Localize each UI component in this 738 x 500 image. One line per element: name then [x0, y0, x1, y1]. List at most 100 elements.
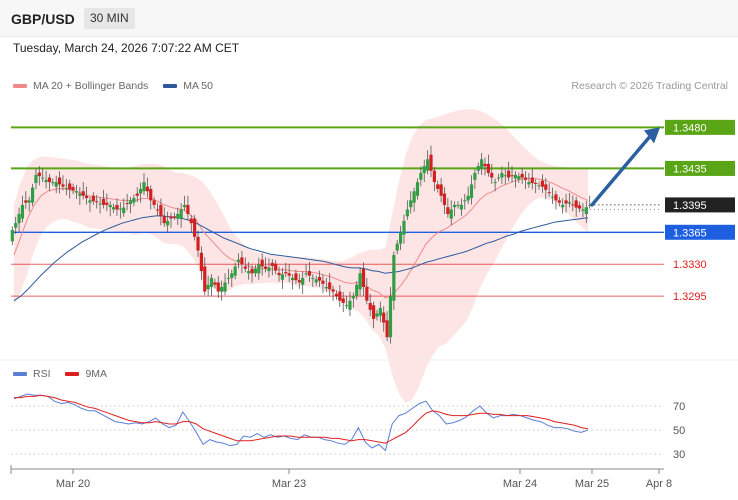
- candle: [145, 177, 149, 198]
- candle: [233, 262, 237, 280]
- candle: [453, 201, 457, 217]
- candle: [206, 275, 210, 296]
- candle: [78, 187, 82, 205]
- projection-arrow-line: [590, 134, 652, 207]
- candle: [112, 203, 116, 214]
- candle: [20, 195, 25, 223]
- candle: [297, 273, 301, 289]
- candle: [189, 214, 193, 233]
- candle: [88, 196, 92, 212]
- candle: [385, 311, 389, 341]
- candle: [220, 280, 224, 301]
- candle: [520, 167, 524, 184]
- candle: [27, 196, 31, 212]
- candle: [284, 262, 288, 277]
- candle: [547, 183, 551, 197]
- candle: [10, 226, 14, 246]
- candle: [101, 189, 106, 209]
- candle: [439, 178, 443, 203]
- candle: [314, 275, 318, 287]
- timeframe-button[interactable]: 30 MIN: [84, 8, 135, 29]
- candle: [186, 195, 190, 221]
- candle: [199, 246, 203, 281]
- candle: [44, 170, 48, 189]
- level-label-0: 1.3480: [673, 122, 707, 134]
- candle: [571, 195, 575, 212]
- rsi-tick-0: 70: [673, 401, 685, 413]
- candle: [584, 200, 588, 224]
- candle: [550, 187, 555, 204]
- candle: [436, 180, 440, 193]
- datetime-label: Tuesday, March 24, 2026 7:07:22 AM CET: [13, 41, 240, 55]
- candle: [274, 260, 278, 275]
- candle: [328, 273, 332, 296]
- rsi-panel: 70 50 30: [0, 359, 738, 461]
- candle: [263, 257, 268, 273]
- candle: [523, 171, 528, 189]
- candle: [250, 265, 254, 283]
- candle: [223, 273, 227, 296]
- candle: [388, 287, 393, 344]
- candle: [473, 169, 477, 189]
- candle: [240, 250, 244, 274]
- candle: [530, 168, 534, 190]
- candle: [355, 281, 359, 300]
- candle: [415, 178, 420, 200]
- candle: [277, 266, 281, 282]
- candle: [405, 200, 409, 220]
- legend-label-9ma: 9MA: [85, 368, 108, 380]
- x-tick-label-0: Mar 20: [56, 478, 90, 490]
- candle: [179, 203, 183, 228]
- candle: [321, 274, 325, 293]
- candle: [294, 269, 298, 284]
- candle: [442, 187, 447, 215]
- x-tick-label-4: Apr 8: [646, 478, 672, 490]
- main-legend: MA 20 + Bollinger Bands MA 50: [13, 80, 213, 92]
- candle: [155, 203, 160, 216]
- ma50-swatch: [163, 84, 178, 89]
- candle: [419, 166, 423, 187]
- candle: [196, 230, 200, 257]
- candle: [41, 168, 45, 183]
- candles-layer: [10, 145, 592, 344]
- candle: [203, 257, 207, 296]
- level-label-1: 1.3435: [673, 163, 707, 175]
- candle: [476, 162, 480, 175]
- candle: [483, 157, 487, 176]
- rsi-tick-1: 50: [673, 425, 685, 437]
- candle: [351, 292, 355, 308]
- candle: [480, 152, 484, 175]
- candle: [98, 197, 102, 214]
- level-label-4: 1.3330: [673, 259, 707, 271]
- candle: [324, 277, 328, 293]
- moving-average-layer: [13, 178, 589, 302]
- candle: [490, 163, 494, 184]
- legend-item-ma20: MA 20 + Bollinger Bands: [13, 80, 148, 92]
- candle: [125, 193, 129, 211]
- candle: [449, 200, 453, 225]
- candle: [301, 271, 305, 294]
- candle: [209, 274, 214, 297]
- copyright-text: Research © 2026 Trading Central: [571, 80, 728, 92]
- candle: [588, 195, 592, 209]
- candle: [193, 214, 197, 241]
- candle: [375, 309, 379, 321]
- candle: [166, 211, 170, 232]
- candle: [368, 293, 372, 317]
- level-label-3: 1.3365: [673, 227, 707, 239]
- candle: [311, 274, 315, 288]
- price-labels-layer: 1.3480 1.3435 1.3395 1.3365 1.3330 1.3295: [665, 119, 735, 303]
- candle: [267, 258, 271, 278]
- ma20-swatch: [13, 84, 27, 89]
- candle: [213, 278, 217, 289]
- level-box-0: [665, 119, 735, 135]
- candle: [331, 285, 335, 301]
- candle: [510, 166, 514, 183]
- candle: [544, 178, 548, 199]
- candle: [513, 171, 518, 188]
- candle: [91, 192, 95, 205]
- symbol-title[interactable]: GBP/USD: [11, 11, 75, 27]
- candle: [338, 285, 342, 308]
- candle: [57, 171, 62, 194]
